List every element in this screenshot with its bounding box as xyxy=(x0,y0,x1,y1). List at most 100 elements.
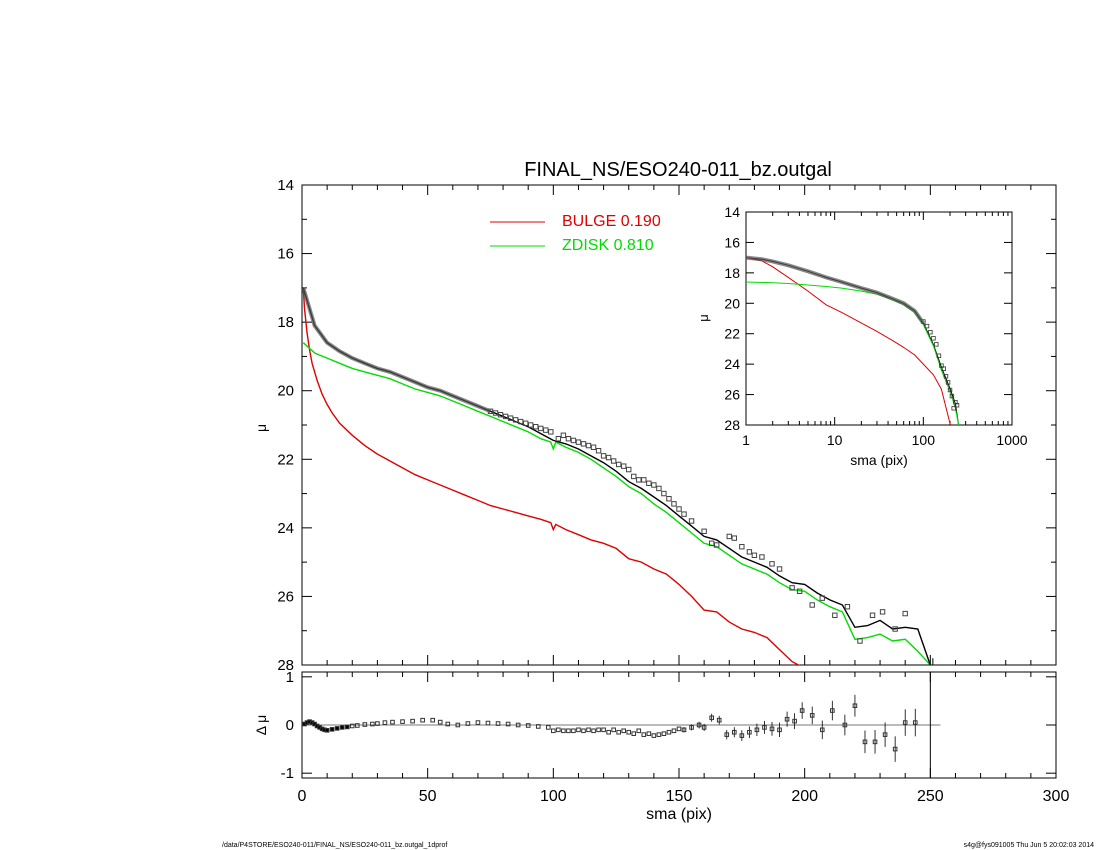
inset-y-tick-label: 24 xyxy=(724,356,740,372)
residual-point xyxy=(656,732,662,737)
data-point-marker xyxy=(512,417,519,423)
inset-y-tick-label: 14 xyxy=(724,204,740,220)
main-y-tick-label: 18 xyxy=(277,314,294,331)
inset-y-tick-label: 18 xyxy=(724,265,740,281)
data-point-marker xyxy=(714,542,720,548)
data-point-marker xyxy=(538,425,544,432)
residual-point xyxy=(596,727,601,733)
residual-point xyxy=(400,719,405,724)
x-tick-label: 100 xyxy=(540,788,567,805)
inset-data-point xyxy=(941,366,946,371)
residual-point xyxy=(329,727,335,732)
main-y-tick-label: 24 xyxy=(277,520,294,537)
residual-point xyxy=(370,721,375,727)
residual-point xyxy=(324,728,330,733)
x-tick-label: 0 xyxy=(298,788,307,805)
residual-point xyxy=(334,726,340,731)
residual-point xyxy=(809,713,815,718)
residual-point xyxy=(626,729,632,735)
data-point-marker xyxy=(688,518,695,524)
legend-bulge-label: BULGE 0.190 xyxy=(562,213,661,230)
data-point-marker xyxy=(570,437,577,444)
data-point-marker xyxy=(517,418,524,425)
residual-point xyxy=(455,722,461,728)
residual-point xyxy=(709,715,714,721)
residual-point xyxy=(666,729,672,735)
residual-point xyxy=(716,717,722,723)
inset-series-line-1 xyxy=(746,257,952,425)
data-point-marker xyxy=(671,501,677,507)
series-line-0 xyxy=(302,287,800,665)
data-point-marker xyxy=(522,420,529,426)
residual-point xyxy=(344,724,350,730)
data-marker-band xyxy=(302,287,492,414)
inset-x-tick-label: 1000 xyxy=(996,432,1027,448)
data-point-marker xyxy=(832,612,838,618)
residual-point xyxy=(731,729,737,735)
inset-data-marker-band xyxy=(746,255,925,325)
data-point-marker xyxy=(595,448,602,454)
data-point-marker xyxy=(626,466,632,473)
data-point-marker xyxy=(580,441,587,447)
main-y-tick-label: 16 xyxy=(277,246,294,263)
data-point-marker xyxy=(666,496,672,502)
data-point-marker xyxy=(575,439,582,445)
residual-point xyxy=(651,733,657,738)
residual-point xyxy=(591,728,596,734)
main-y-tick-label: 22 xyxy=(277,451,294,468)
residual-point xyxy=(420,717,425,723)
inset-y-tick-label: 26 xyxy=(724,387,740,403)
residual-point xyxy=(566,728,571,734)
residual-point xyxy=(410,718,415,724)
residual-point xyxy=(852,703,858,709)
data-point-marker xyxy=(769,561,775,567)
residual-point xyxy=(872,739,878,745)
residual-point xyxy=(762,725,767,730)
legend-zdisk-label: ZDISK 0.810 xyxy=(562,237,654,254)
residual-point xyxy=(631,731,637,736)
residual-point xyxy=(586,727,591,733)
resid-y-tick-label: 1 xyxy=(286,669,294,686)
data-point-marker xyxy=(789,585,795,591)
series-line-1 xyxy=(302,342,931,665)
residual-point xyxy=(739,733,745,738)
residual-point xyxy=(747,729,752,735)
inset-plot-frame xyxy=(745,211,1013,426)
inset-data-point xyxy=(945,380,951,385)
residual-point xyxy=(375,721,380,726)
residual-point xyxy=(576,727,581,733)
residual-point xyxy=(581,728,586,734)
main-y-tick-label: 20 xyxy=(277,383,294,400)
data-point-marker xyxy=(533,424,539,430)
residual-point xyxy=(892,746,898,752)
data-point-marker xyxy=(615,461,622,468)
residual-point xyxy=(676,726,682,732)
residual-point xyxy=(445,721,451,727)
residual-point xyxy=(611,727,616,733)
residual-point xyxy=(799,708,805,713)
data-point-marker xyxy=(701,528,707,534)
data-point-marker xyxy=(751,552,758,558)
inset-y-tick-label: 22 xyxy=(724,326,740,342)
residual-point xyxy=(571,728,576,734)
inset-data-point xyxy=(931,336,936,341)
main-y-axis-label: μ xyxy=(253,424,269,432)
data-point-marker xyxy=(631,473,637,480)
inset-data-point xyxy=(947,387,953,393)
residual-point xyxy=(430,717,435,723)
residual-point xyxy=(842,722,848,728)
inset-log-panel: 14 16 18 20 22 24 26 281 10 100 1000 μ sma (pix) xyxy=(696,204,1028,468)
x-tick-label: 200 xyxy=(791,788,818,805)
residual-point xyxy=(696,722,702,728)
residual-point xyxy=(505,721,511,727)
residual-point xyxy=(830,708,835,713)
data-point-marker xyxy=(651,482,657,488)
residual-point xyxy=(646,731,652,736)
inset-data-point xyxy=(951,406,956,411)
data-point-marker xyxy=(641,477,647,483)
inset-x-tick-label: 100 xyxy=(912,432,936,448)
inset-y-tick-label: 16 xyxy=(724,234,740,250)
residual-point xyxy=(339,725,345,730)
